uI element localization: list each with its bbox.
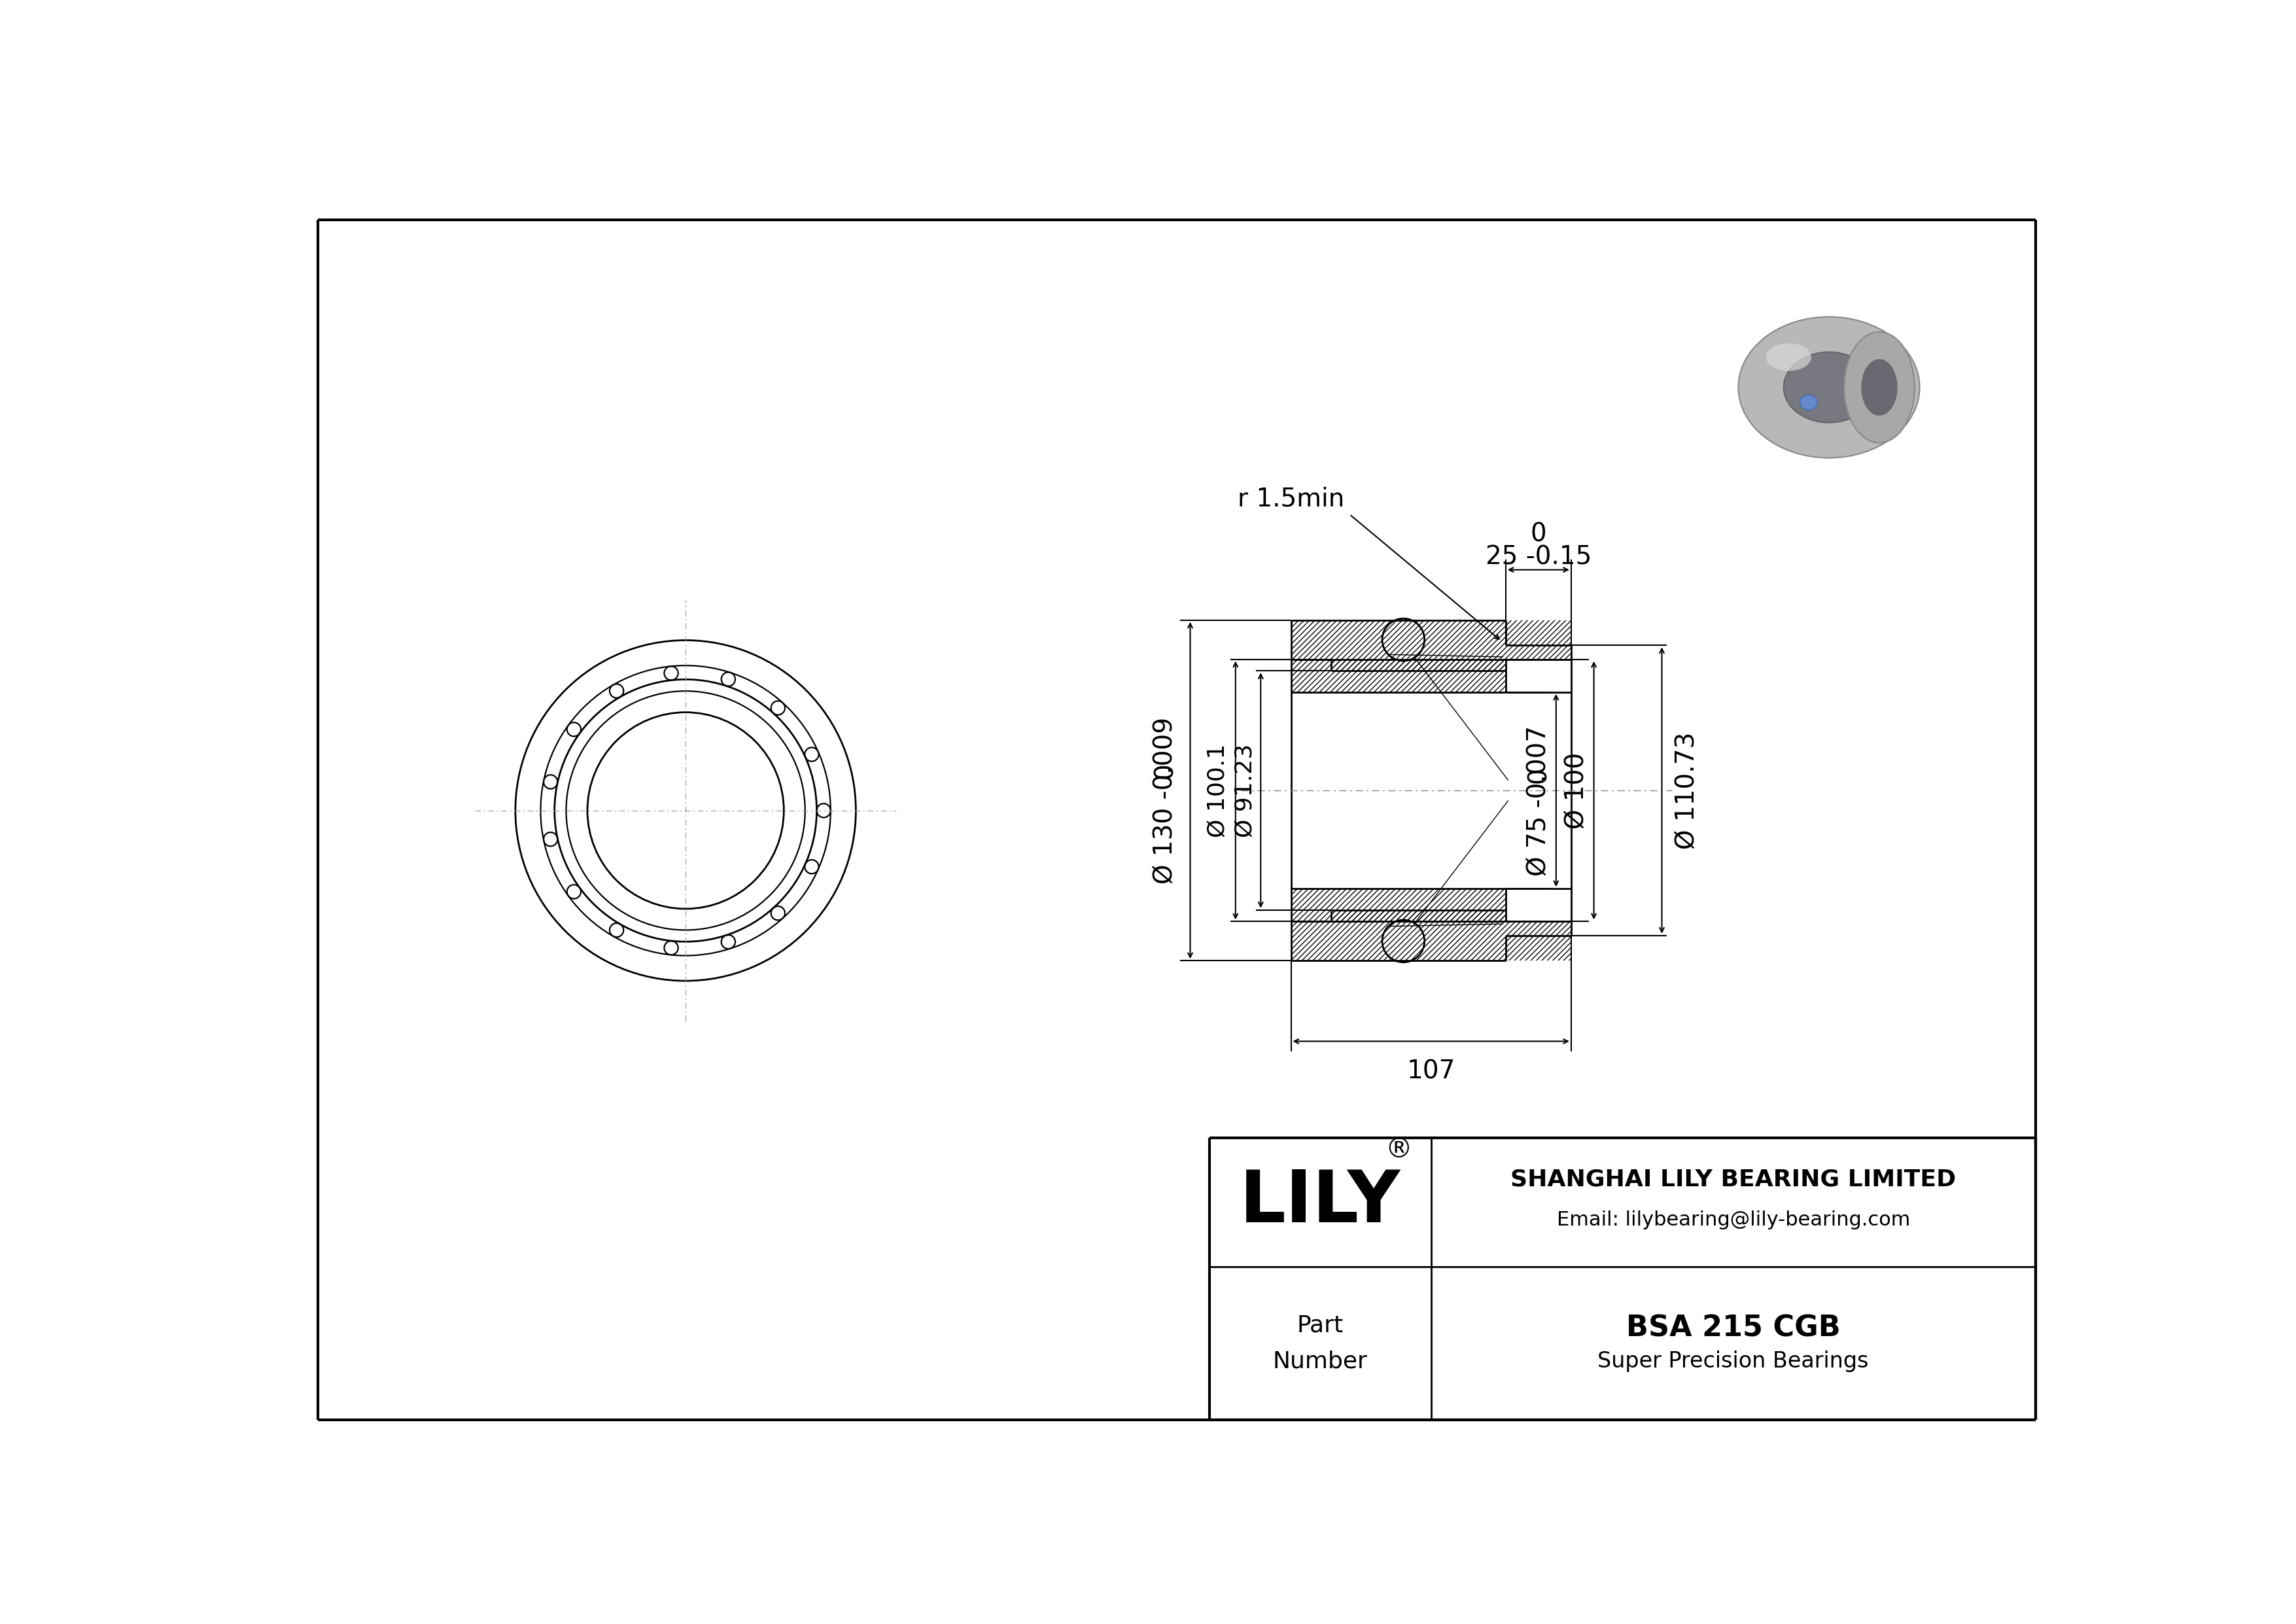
Bar [1506,645,1570,659]
Text: SHANGHAI LILY BEARING LIMITED: SHANGHAI LILY BEARING LIMITED [1511,1169,1956,1190]
Bar [1332,659,1506,671]
Bar [1290,659,1506,692]
Ellipse shape [1766,343,1812,370]
Ellipse shape [1862,359,1896,416]
Text: Ø 75 -0.007: Ø 75 -0.007 [1527,726,1550,875]
Text: Ø 110.73: Ø 110.73 [1674,732,1699,849]
Text: ®: ® [1384,1135,1412,1163]
Ellipse shape [1844,331,1915,443]
Bar [1506,620,1570,645]
Text: 0: 0 [1153,762,1178,778]
Bar [1290,888,1506,921]
Text: Email: lilybearing@lily-bearing.com: Email: lilybearing@lily-bearing.com [1557,1210,1910,1229]
Bar [1332,909,1506,921]
Bar [1290,921,1506,961]
Text: 0: 0 [1527,767,1550,783]
Bar [1506,935,1570,961]
Text: 0: 0 [1531,521,1548,547]
Text: Part
Number: Part Number [1272,1314,1368,1372]
Text: LILY: LILY [1240,1168,1401,1237]
Text: 107: 107 [1407,1059,1456,1083]
Text: BSA 215 CGB: BSA 215 CGB [1626,1314,1841,1343]
Ellipse shape [1738,317,1919,458]
Text: Super Precision Bearings: Super Precision Bearings [1598,1350,1869,1372]
Text: 25 -0.15: 25 -0.15 [1486,544,1591,570]
Ellipse shape [1800,395,1818,409]
Text: Ø 91.23: Ø 91.23 [1235,744,1256,838]
Text: Ø 100: Ø 100 [1564,752,1589,828]
Text: Ø 100.1: Ø 100.1 [1208,744,1228,838]
Text: r 1.5min: r 1.5min [1238,487,1345,512]
Ellipse shape [1784,352,1874,422]
Bar [1290,620,1506,659]
Bar [1506,921,1570,935]
Text: Ø 130 -0.009: Ø 130 -0.009 [1153,718,1178,883]
